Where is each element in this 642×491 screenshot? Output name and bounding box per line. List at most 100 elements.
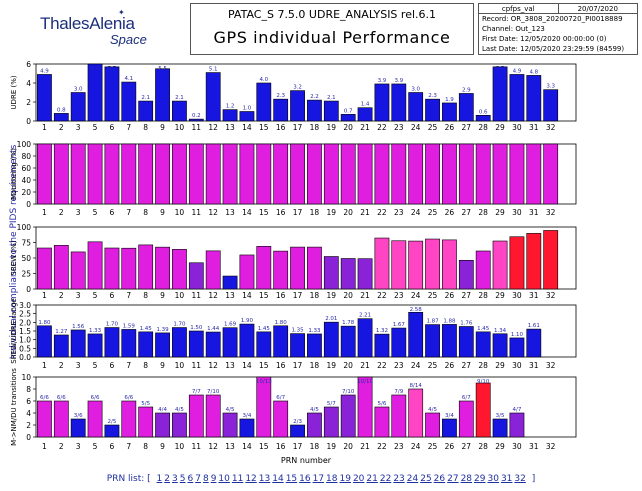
x-tick-label: 16 [276,442,286,451]
prn-link-26[interactable]: 26 [433,474,446,484]
prn-link-2[interactable]: 2 [164,474,171,484]
prn-link-22[interactable]: 22 [379,474,392,484]
bar [475,250,491,290]
bar-value-label: 1.90 [241,318,254,324]
y-axis-label: M->NM/DU transitions [10,368,18,446]
bar [357,107,373,122]
x-tick-label: 26 [445,361,455,370]
y-axis-label: SREW (%) [10,240,18,275]
prn-link-19[interactable]: 19 [339,474,351,484]
y-tick-label: 60 [21,164,31,173]
bar [121,81,137,122]
bar-value-label: 4.0 [259,77,268,83]
prn-link-17[interactable]: 17 [312,474,325,484]
x-tick-label: 29 [495,442,505,451]
prn-link-9[interactable]: 9 [210,474,217,484]
bar [543,89,559,122]
prn-link-13[interactable]: 13 [258,474,271,484]
x-tick-label: 20 [343,208,353,217]
bar [70,143,86,205]
x-tick-label: 25 [428,208,438,217]
bar [256,246,272,290]
bar-value-label: 4.9 [40,68,49,74]
bar [121,247,137,290]
bar [290,90,305,122]
bar-value-label: 2.9 [462,87,471,93]
x-tick-label: 15 [259,291,269,300]
x-axis-label: PRN number [281,456,332,465]
prn-link-28[interactable]: 28 [460,474,473,484]
bar [138,100,154,122]
x-tick-label: 3 [76,208,81,217]
prn-link-11[interactable]: 11 [231,474,244,484]
x-tick-label: 2 [59,291,64,300]
x-tick-label: 31 [529,208,539,217]
bar [273,325,289,358]
x-tick-label: 5 [93,123,98,132]
bar-value-label: 1.0 [243,106,252,112]
bar-value-label: 3/4 [243,413,252,419]
prn-link-14[interactable]: 14 [272,474,284,484]
y-tick-label: 80 [21,152,31,161]
y-tick-label: 100 [17,140,32,149]
x-tick-label: 22 [377,123,387,132]
bar-value-label: 1.87 [426,319,439,325]
bar-value-label: 2.2 [310,94,319,100]
prn-link-31[interactable]: 31 [500,474,513,484]
y-tick-label: 100 [17,223,32,232]
bar [340,325,356,358]
prn-link-7[interactable]: 7 [195,474,201,484]
prn-link-25[interactable]: 25 [420,474,432,484]
prn-link-30[interactable]: 30 [487,474,499,484]
bar [70,251,86,290]
bar-value-label: 1.80 [38,320,51,326]
prn-link-1[interactable]: 1 [156,474,163,484]
x-tick-label: 2 [59,361,64,370]
y-tick-label: 2 [26,98,31,107]
x-tick-label: 18 [310,123,320,132]
prn-link-29[interactable]: 29 [474,474,486,484]
prn-link-23[interactable]: 23 [393,474,405,484]
prn-link-8[interactable]: 8 [202,474,209,484]
x-tick-label: 11 [192,361,202,370]
x-tick-label: 11 [192,208,202,217]
prn-link-10[interactable]: 10 [218,474,230,484]
bar-value-label: 1.70 [173,322,186,328]
prn-link-20[interactable]: 20 [352,474,365,484]
x-tick-label: 13 [225,291,235,300]
y-tick-label: 2 [26,421,31,430]
prn-link-12[interactable]: 12 [245,474,257,484]
bar-value-label: 5/7 [327,401,336,407]
x-tick-label: 2 [59,208,64,217]
x-tick-label: 6 [110,123,115,132]
bar-value-label: 1.70 [106,322,119,328]
bar-value-label: 3.0 [74,87,83,93]
bar-value-label: 0.2 [192,113,201,119]
x-tick-label: 27 [462,208,472,217]
prn-link-5[interactable]: 5 [179,474,186,484]
prn-link-24[interactable]: 24 [406,474,419,484]
x-tick-label: 29 [495,123,505,132]
bar-value-label: 1.45 [258,326,271,332]
prn-link-16[interactable]: 16 [299,474,311,484]
prn-link-6[interactable]: 6 [187,474,194,484]
y-tick-label: 0 [26,433,31,442]
bar [374,143,390,205]
prn-link-15[interactable]: 15 [285,474,298,484]
plot-frame [35,376,577,438]
prn-link-18[interactable]: 18 [326,474,338,484]
bar [138,331,154,358]
x-tick-label: 9 [160,442,165,451]
prn-link-27[interactable]: 27 [447,474,459,484]
thales-alenia-logo: ✦ ThalesAlenia Space [30,6,160,48]
bar [509,412,525,438]
y-tick-label: 3.0 [19,301,31,310]
prn-link-21[interactable]: 21 [366,474,378,484]
x-tick-label: 17 [293,361,303,370]
prn-link-3[interactable]: 3 [172,474,178,484]
prn-link-32[interactable]: 32 [514,474,526,484]
y-tick-label: 25 [21,270,31,279]
y-tick-label: 1.0 [19,336,31,345]
bar [475,382,491,438]
bar-value-label: 1.9 [445,97,454,103]
